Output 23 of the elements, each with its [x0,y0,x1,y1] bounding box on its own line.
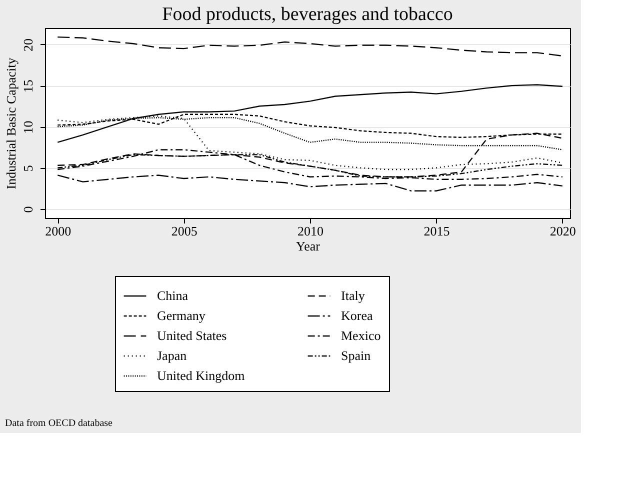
chart-title: Food products, beverages and tobacco [162,4,453,25]
text: Data from OECD database [5,418,114,429]
x-tick-label: 2000 [45,224,72,238]
y-tick-label: 10 [20,120,36,134]
legend-label: Germany [157,308,206,323]
legend-label: China [157,288,188,303]
y-axis-title: Industrial Basic Capacity [4,57,18,190]
x-axis-title: Year [296,238,321,254]
legend-label: Korea [341,308,373,323]
legend-label: United States [157,328,227,343]
legend-label: United Kingdom [157,368,245,383]
x-tick-label: 2010 [298,224,324,238]
legend-label: Spain [341,348,372,363]
x-tick-label: 2005 [171,224,198,238]
y-tick-label: 0 [20,206,36,213]
legend-label: Mexico [341,328,381,343]
y-tick-label: 5 [20,165,36,172]
y-tick-label: 15 [20,80,36,93]
legend-label: Japan [157,348,188,363]
x-tick-label: 2015 [424,224,450,238]
legend-label: Italy [341,288,366,303]
y-tick-label: 20 [20,38,36,52]
x-tick-label: 2020 [550,224,576,238]
